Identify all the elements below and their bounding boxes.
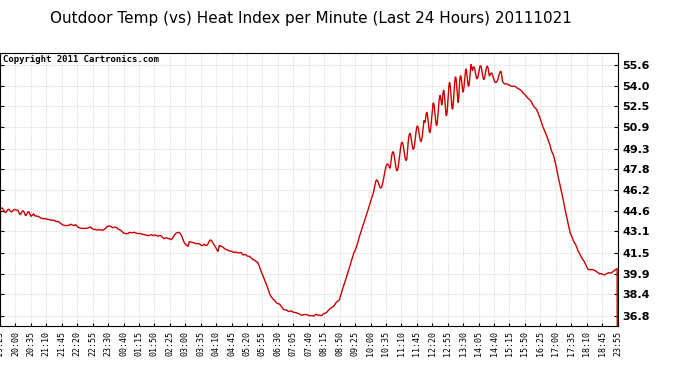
Text: Copyright 2011 Cartronics.com: Copyright 2011 Cartronics.com bbox=[3, 55, 159, 64]
Text: Outdoor Temp (vs) Heat Index per Minute (Last 24 Hours) 20111021: Outdoor Temp (vs) Heat Index per Minute … bbox=[50, 11, 571, 26]
